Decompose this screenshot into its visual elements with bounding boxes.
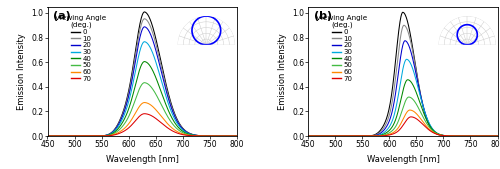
X-axis label: Wavelength [nm]: Wavelength [nm] — [366, 155, 440, 164]
Text: (a): (a) — [53, 11, 71, 21]
Legend: 0, 10, 20, 30, 40, 50, 60, 70: 0, 10, 20, 30, 40, 50, 60, 70 — [316, 14, 368, 82]
Y-axis label: Emission Intensity: Emission Intensity — [16, 33, 26, 110]
X-axis label: Wavelength [nm]: Wavelength [nm] — [106, 155, 178, 164]
Text: (b): (b) — [314, 11, 332, 21]
Legend: 0, 10, 20, 30, 40, 50, 60, 70: 0, 10, 20, 30, 40, 50, 60, 70 — [55, 14, 108, 82]
Y-axis label: Emission Intensity: Emission Intensity — [278, 33, 286, 110]
